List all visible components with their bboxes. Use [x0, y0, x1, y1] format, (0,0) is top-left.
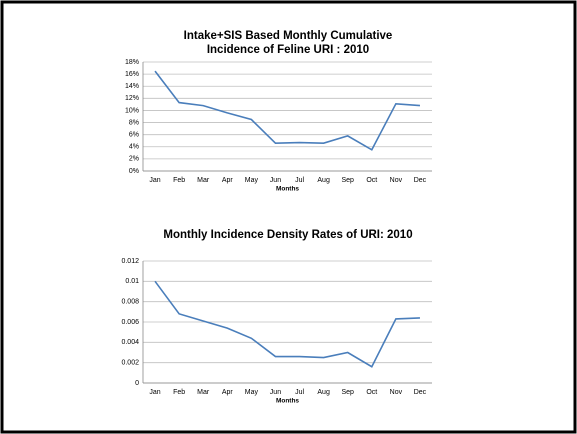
y-tick-label: 0 — [135, 380, 139, 387]
y-tick-label: 18% — [125, 59, 139, 66]
x-tick-label: Oct — [366, 389, 377, 396]
chart-title: Monthly Incidence Density Rates of URI: … — [163, 229, 413, 241]
x-tick-label: Mar — [197, 389, 210, 396]
x-tick-label: Feb — [173, 177, 185, 184]
x-tick-label: Sep — [341, 177, 354, 184]
x-tick-label: Nov — [390, 177, 403, 184]
y-tick-label: 10% — [125, 107, 139, 114]
x-tick-label: Sep — [341, 389, 354, 396]
y-tick-label: 4% — [129, 144, 139, 151]
x-tick-label: Oct — [366, 177, 377, 184]
y-tick-label: 12% — [125, 95, 139, 102]
y-tick-label: 0.004 — [121, 339, 139, 346]
y-tick-label: 8% — [129, 119, 139, 126]
x-tick-label: Jul — [295, 177, 304, 184]
x-axis-title: Months — [276, 186, 299, 193]
data-line — [154, 70, 421, 151]
x-tick-label: Jan — [149, 177, 160, 184]
x-tick-label: Aug — [317, 177, 330, 184]
x-tick-label: Jul — [295, 389, 304, 396]
x-axis-title: Months — [276, 398, 299, 405]
x-tick-label: Aug — [317, 389, 330, 396]
x-tick-label: Feb — [173, 389, 185, 396]
x-tick-label: Dec — [414, 177, 427, 184]
y-tick-label: 0.006 — [121, 319, 139, 326]
y-tick-label: 0.012 — [121, 258, 139, 265]
y-tick-label: 16% — [125, 71, 139, 78]
y-tick-label: 0.01 — [125, 278, 139, 285]
x-tick-label: May — [245, 177, 259, 184]
x-tick-label: Jun — [270, 177, 281, 184]
x-tick-label: Jun — [270, 389, 281, 396]
y-tick-label: 0% — [129, 168, 139, 175]
x-tick-label: Dec — [414, 389, 427, 396]
y-tick-label: 14% — [125, 83, 139, 90]
x-tick-label: Nov — [390, 389, 403, 396]
chart-title: Intake+SIS Based Monthly Cumulative Inci… — [183, 30, 393, 56]
x-tick-label: Jan — [149, 389, 160, 396]
x-tick-label: Mar — [197, 177, 210, 184]
x-tick-label: Apr — [222, 177, 234, 184]
y-tick-label: 0.008 — [121, 299, 139, 306]
x-tick-label: Apr — [222, 389, 234, 396]
y-tick-label: 0.002 — [121, 360, 139, 367]
y-tick-label: 2% — [129, 156, 139, 163]
data-line — [154, 280, 420, 368]
y-tick-label: 6% — [129, 132, 139, 139]
x-tick-label: May — [245, 389, 259, 396]
